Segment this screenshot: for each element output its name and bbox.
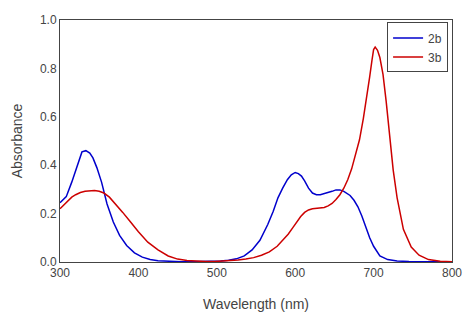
svg-text:2b: 2b bbox=[428, 32, 442, 46]
svg-text:0.4: 0.4 bbox=[40, 158, 57, 172]
svg-text:600: 600 bbox=[285, 266, 305, 280]
svg-text:500: 500 bbox=[207, 266, 227, 280]
svg-text:400: 400 bbox=[128, 266, 148, 280]
svg-text:0.6: 0.6 bbox=[40, 110, 57, 124]
svg-text:0.0: 0.0 bbox=[40, 255, 57, 269]
svg-text:800: 800 bbox=[442, 266, 462, 280]
svg-text:0.2: 0.2 bbox=[40, 207, 57, 221]
svg-text:1.0: 1.0 bbox=[40, 13, 57, 27]
svg-text:0.8: 0.8 bbox=[40, 62, 57, 76]
svg-text:3b: 3b bbox=[428, 51, 442, 65]
svg-text:Absorbance: Absorbance bbox=[9, 103, 25, 178]
svg-text:Wavelength (nm): Wavelength (nm) bbox=[203, 296, 309, 312]
svg-text:700: 700 bbox=[364, 266, 384, 280]
svg-text:300: 300 bbox=[50, 266, 70, 280]
